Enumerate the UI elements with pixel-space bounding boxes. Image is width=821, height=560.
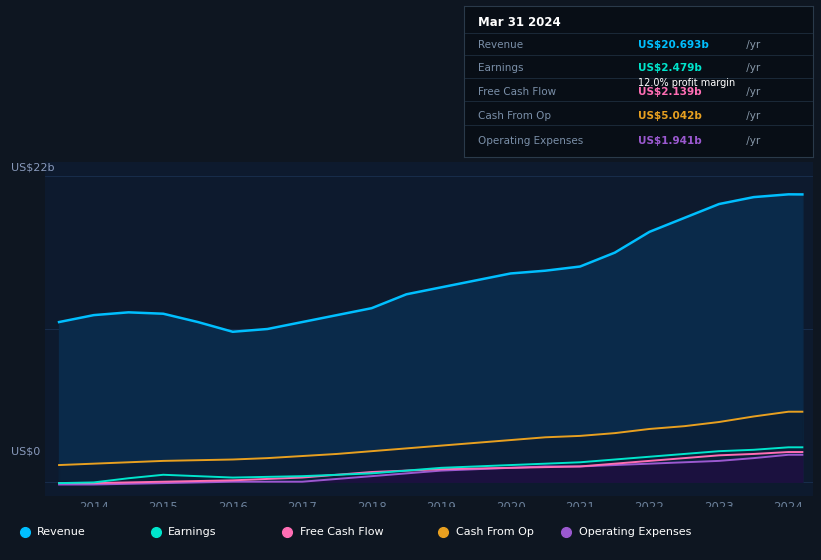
Text: /yr: /yr [743, 40, 760, 50]
Text: /yr: /yr [743, 63, 760, 73]
Text: US$22b: US$22b [11, 162, 54, 172]
Text: US$2.139b: US$2.139b [639, 87, 702, 97]
Text: US$0: US$0 [11, 446, 40, 456]
Text: US$5.042b: US$5.042b [639, 111, 702, 122]
Text: /yr: /yr [743, 136, 760, 146]
Text: Cash From Op: Cash From Op [456, 528, 534, 538]
Text: Operating Expenses: Operating Expenses [579, 528, 691, 538]
Text: Mar 31 2024: Mar 31 2024 [478, 16, 561, 29]
Text: US$2.479b: US$2.479b [639, 63, 702, 73]
Text: Free Cash Flow: Free Cash Flow [478, 87, 556, 97]
Text: US$1.941b: US$1.941b [639, 136, 702, 146]
Text: /yr: /yr [743, 111, 760, 122]
Text: 12.0% profit margin: 12.0% profit margin [639, 78, 736, 88]
Text: Earnings: Earnings [168, 528, 217, 538]
Text: Cash From Op: Cash From Op [478, 111, 551, 122]
Text: Free Cash Flow: Free Cash Flow [300, 528, 383, 538]
Text: Operating Expenses: Operating Expenses [478, 136, 583, 146]
Text: Earnings: Earnings [478, 63, 523, 73]
Text: US$20.693b: US$20.693b [639, 40, 709, 50]
Text: Revenue: Revenue [478, 40, 523, 50]
Text: Revenue: Revenue [37, 528, 85, 538]
Text: /yr: /yr [743, 87, 760, 97]
